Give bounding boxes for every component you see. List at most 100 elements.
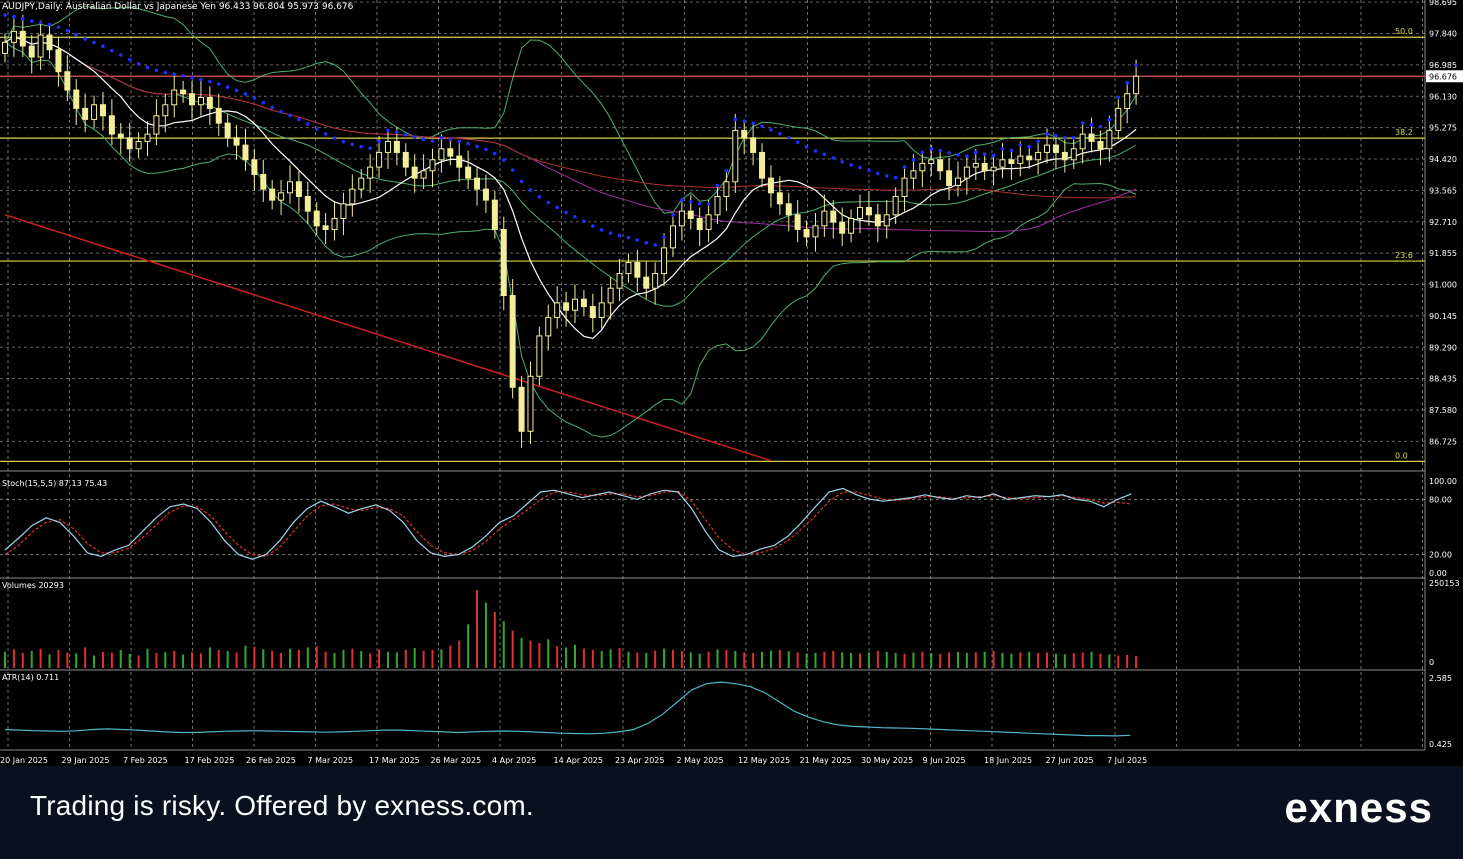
candle-body: [714, 195, 721, 216]
date-tick-label: 18 Jun 2025: [984, 756, 1032, 765]
candle-body: [954, 177, 961, 186]
sar-dot: [92, 40, 96, 45]
sar-dot: [110, 48, 114, 53]
sar-dot: [270, 105, 274, 110]
candle-body: [153, 115, 160, 135]
sar-dot: [350, 142, 355, 147]
candle-body: [830, 210, 837, 223]
date-tick-label: 17 Mar 2025: [369, 756, 420, 765]
candle-body: [162, 104, 169, 117]
sar-dot: [893, 175, 898, 180]
sar-dot: [831, 156, 836, 160]
sar-dot: [261, 100, 266, 105]
candle-body: [1017, 155, 1024, 164]
sar-dot: [47, 22, 52, 27]
sar-dot: [760, 124, 764, 129]
candle-body: [242, 144, 249, 161]
date-tick-label: 26 Feb 2025: [246, 756, 296, 765]
sar-dot: [29, 19, 34, 23]
candle-body: [625, 262, 632, 275]
sar-dot: [938, 148, 942, 153]
sar-dot: [626, 235, 631, 240]
volume-pane[interactable]: Volumes 20293: [2, 581, 1138, 668]
sar-dot: [519, 179, 524, 184]
sar-dot: [359, 144, 364, 149]
date-tick-label: 17 Feb 2025: [185, 756, 235, 765]
sar-dot: [947, 151, 951, 155]
candle-body: [972, 162, 979, 168]
price-tick-label: 87.580: [1429, 406, 1457, 415]
sar-dot: [1027, 144, 1032, 149]
sar-dot: [1009, 148, 1014, 153]
sar-dot: [386, 128, 390, 133]
chart-canvas[interactable]: 50.0 38.2 23.6 0.0 Stoch(15,5,5) 87.13 75.4…: [0, 0, 1463, 766]
sar-dot: [1098, 124, 1103, 129]
atr-pane[interactable]: ATR(14) 0.711: [2, 673, 1131, 737]
sar-dot: [136, 61, 141, 66]
sar-dot: [920, 150, 925, 155]
sar-dot: [190, 76, 194, 80]
sar-dot: [466, 141, 470, 146]
stoch-title: Stoch(15,5,5) 87.13 75.43: [2, 479, 107, 488]
exness-logo[interactable]: exness: [1284, 784, 1433, 831]
sar-dot: [1071, 135, 1076, 140]
price-tick-label: 88.435: [1429, 375, 1457, 384]
candle-body: [313, 210, 320, 227]
bollinger-upper: [4, 5, 1137, 214]
price-tick-label: 91.855: [1429, 249, 1457, 258]
candle-body: [287, 181, 293, 194]
price-pane[interactable]: 50.0 38.2 23.6 0.0: [0, 5, 1425, 462]
candle-body: [857, 206, 863, 219]
candle-body: [678, 210, 685, 227]
sar-dot: [751, 121, 755, 125]
candle-body: [269, 188, 276, 201]
sar-dot: [555, 205, 559, 210]
candle-body: [171, 89, 178, 106]
candle-body: [883, 214, 890, 227]
candle-body: [865, 206, 872, 216]
candle-body: [705, 214, 712, 230]
sar-dot: [199, 77, 203, 82]
sar-dot: [867, 168, 871, 173]
stochastic-pane[interactable]: Stoch(15,5,5) 87.13 75.43: [0, 479, 1425, 560]
date-tick-label: 4 Apr 2025: [492, 756, 536, 765]
sar-dot: [795, 140, 800, 145]
candle-body: [669, 225, 676, 249]
sar-dot: [395, 130, 399, 134]
sar-dot: [163, 70, 168, 75]
candle-body: [580, 298, 587, 308]
candle-body: [687, 210, 694, 219]
candle-body: [429, 159, 436, 172]
chart-window[interactable]: 50.0 38.2 23.6 0.0 Stoch(15,5,5) 87.13 75.4…: [0, 0, 1463, 766]
stoch-tick-label: 20.00: [1429, 551, 1452, 560]
candle-body: [144, 133, 151, 142]
candle-body: [331, 217, 338, 230]
date-tick-label: 2 May 2025: [677, 756, 724, 765]
candle-body: [509, 295, 516, 388]
candle-body: [411, 166, 418, 179]
date-tick-label: 9 Jun 2025: [923, 756, 966, 765]
sar-dot: [858, 165, 862, 170]
candle-body: [491, 199, 498, 230]
candle-body: [91, 104, 98, 120]
candle-body: [759, 151, 766, 179]
candle-body: [981, 162, 988, 172]
candle-body: [64, 71, 71, 91]
sar-dot: [965, 154, 969, 158]
candle-body: [750, 137, 757, 153]
atr-tick-label: 2.585: [1429, 674, 1452, 683]
stoch-tick-label: 0.00: [1429, 569, 1447, 578]
current-price-label: 96.676: [1429, 72, 1457, 81]
candle-body: [554, 302, 561, 319]
candle-body: [598, 302, 605, 319]
candle-body: [1061, 151, 1068, 161]
candle-body: [438, 148, 445, 161]
candle-body: [73, 89, 80, 109]
candle-body: [1133, 75, 1140, 95]
sar-dot: [74, 32, 79, 37]
candle-body: [393, 140, 400, 153]
price-tick-label: 94.420: [1429, 155, 1457, 164]
sar-dot: [724, 168, 729, 173]
current-price-tag: [1426, 70, 1463, 83]
candle-body: [2, 41, 8, 54]
